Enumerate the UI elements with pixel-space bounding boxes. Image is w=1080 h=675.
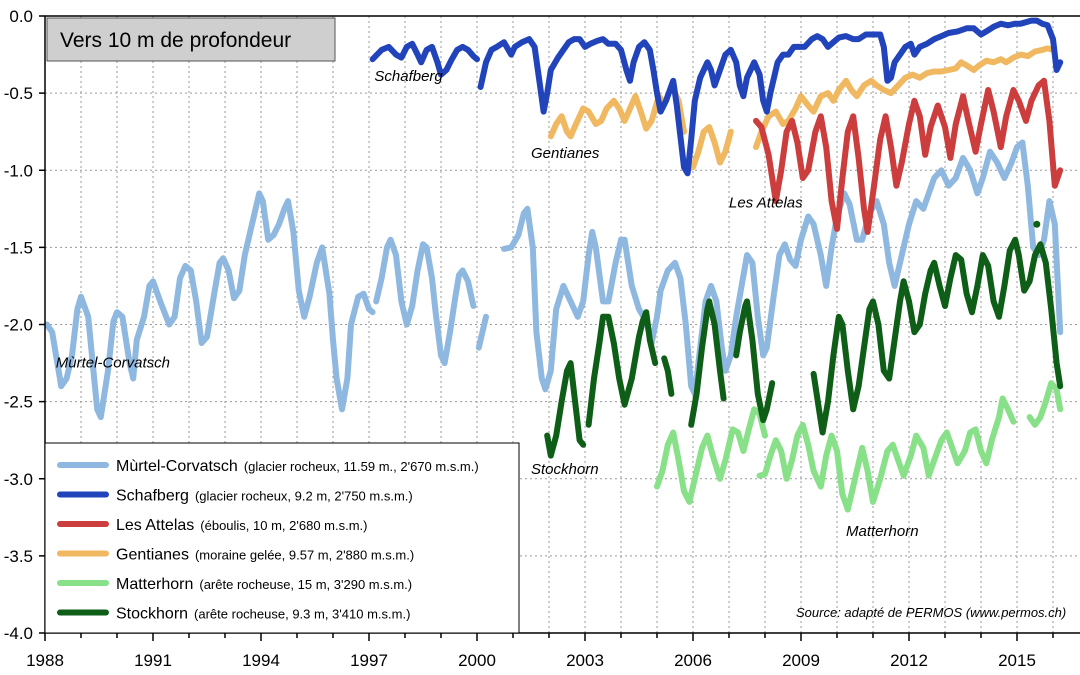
title-box: Vers 10 m de profondeur — [46, 17, 336, 62]
y-tick-label: -3.5 — [4, 547, 33, 566]
series-stockhorn — [544, 220, 1064, 459]
y-tick-label: -1.5 — [4, 238, 33, 257]
series-label-matterhorn: Matterhorn — [846, 523, 919, 540]
y-tick-label: -1.0 — [4, 161, 33, 180]
series-line-stockhorn — [733, 298, 776, 424]
x-tick-label: 1988 — [26, 651, 64, 670]
series-label-schafberg: Schafberg — [374, 68, 443, 85]
series-line-matterhorn — [654, 406, 768, 505]
y-tick-label: -2.5 — [4, 393, 33, 412]
series-label-les-attelas: Les Attelas — [729, 194, 803, 211]
series-line-stockhorn — [585, 309, 659, 428]
y-tick-label: -0.5 — [4, 84, 33, 103]
legend-item-les-attelas: Les Attelas (éboulis, 10 m, 2'680 m.s.m.) — [57, 517, 368, 534]
y-axis: 0.0 -0.5 -1.0 -1.5 -2.0 -2.5 -3.0 -3.5 -4.0 — [4, 7, 45, 643]
chart-title: Vers 10 m de profondeur — [60, 29, 291, 52]
series-les-attelas — [753, 77, 1064, 235]
y-tick-label: -3.0 — [4, 470, 33, 489]
legend-detail-matterhorn: (arête rocheuse, 15 m, 3'290 m.s.m.) — [199, 577, 412, 592]
series-line-schafberg — [369, 40, 480, 78]
legend-detail-schafberg: (glacier rocheux, 9.2 m, 2'750 m.s.m.) — [195, 489, 413, 504]
series-line-matterhorn — [1026, 380, 1064, 428]
legend-detail-gentianes: (moraine gelée, 9.57 m, 2'880 m.s.m.) — [195, 548, 414, 563]
series-label-gentianes: Gentianes — [531, 145, 600, 162]
series-line-gentianes — [547, 93, 666, 140]
series-line-les-attelas — [753, 77, 1064, 235]
series-point-stockhorn — [1033, 220, 1041, 228]
x-tick-label: 2006 — [674, 651, 712, 670]
series-matterhorn — [654, 380, 1064, 513]
series-line-stockhorn — [544, 360, 587, 459]
series-line-gentianes — [690, 124, 734, 171]
x-tick-label: 2015 — [998, 651, 1036, 670]
x-tick-label: 1997 — [350, 651, 388, 670]
series-schafberg — [369, 17, 1064, 177]
series-layer — [43, 17, 1064, 513]
series-line-stockhorn — [661, 355, 675, 397]
series-line-m-rtel-corvatsch — [475, 313, 489, 351]
y-tick-label: -4.0 — [4, 624, 33, 643]
series-m-rtel-corvatsch — [43, 139, 1064, 421]
legend-detail-les-attelas: (éboulis, 10 m, 2'680 m.s.m.) — [200, 518, 367, 533]
legend-label-stockhorn: Stockhorn (arête rocheuse, 9.3 m, 3'410 m… — [116, 606, 410, 623]
x-axis: 1988 1991 1994 1997 2000 2003 2006 2009 2012 2015 — [26, 633, 1054, 670]
legend-item-matterhorn: Matterhorn (arête rocheuse, 15 m, 3'290 m… — [57, 576, 412, 593]
legend-label-schafberg: Schafberg (glacier rocheux, 9.2 m, 2'750 … — [116, 488, 413, 505]
legend-detail-m-rtel-corvatsch: (glacier rocheux, 11.59 m., 2'670 m.s.m.… — [244, 459, 479, 474]
series-label-m-rtel-corvatsch: Mùrtel-Corvatsch — [56, 355, 170, 372]
x-tick-label: 2003 — [566, 651, 604, 670]
legend-label-les-attelas: Les Attelas (éboulis, 10 m, 2'680 m.s.m.) — [116, 517, 368, 534]
legend-label-m-rtel-corvatsch: Mùrtel-Corvatsch (glacier rocheux, 11.59 … — [116, 458, 479, 475]
series-line-m-rtel-corvatsch — [43, 190, 376, 421]
x-tick-label: 2012 — [890, 651, 928, 670]
series-line-schafberg — [477, 17, 1064, 177]
series-line-gentianes — [753, 45, 1056, 151]
legend-label-gentianes: Gentianes (moraine gelée, 9.57 m, 2'880 m… — [116, 547, 414, 564]
series-line-m-rtel-corvatsch — [501, 139, 1064, 397]
legend-label-matterhorn: Matterhorn (arête rocheuse, 15 m, 3'290 m… — [116, 576, 412, 593]
series-line-stockhorn — [810, 236, 1064, 436]
legend: Mùrtel-Corvatsch (glacier rocheux, 11.59 … — [44, 442, 520, 634]
x-tick-label: 1991 — [134, 651, 172, 670]
y-tick-label: 0.0 — [9, 7, 33, 26]
legend-detail-stockhorn: (arête rocheuse, 9.3 m, 3'410 m.s.m.) — [194, 607, 410, 622]
series-line-matterhorn — [756, 395, 1017, 513]
legend-box — [44, 442, 520, 634]
series-line-m-rtel-corvatsch — [373, 236, 477, 367]
series-line-stockhorn — [688, 298, 727, 428]
series-labels: Mùrtel-Corvatsch Schafberg Les Attelas Gent… — [56, 68, 919, 540]
x-tick-label: 2000 — [458, 651, 496, 670]
series-label-stockhorn: Stockhorn — [531, 461, 599, 478]
legend-item-m-rtel-corvatsch: Mùrtel-Corvatsch (glacier rocheux, 11.59 … — [57, 458, 479, 475]
x-tick-label: 1994 — [242, 651, 280, 670]
x-tick-label: 2009 — [782, 651, 820, 670]
source-note: Source: adapté de PERMOS (www.permos.ch) — [796, 605, 1066, 620]
y-tick-label: -2.0 — [4, 316, 33, 335]
